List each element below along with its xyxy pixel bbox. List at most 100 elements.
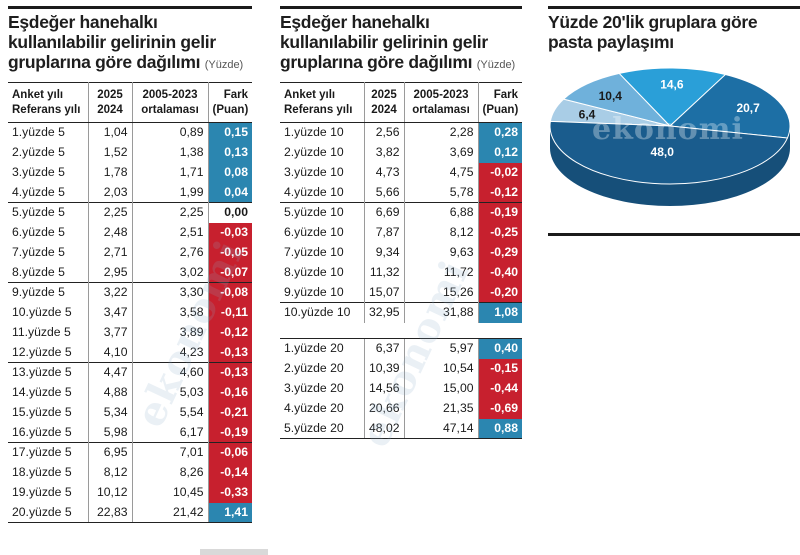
table-row: 16.yüzde 5 5,98 6,17 -0,19 [8, 422, 252, 443]
value-average: 4,60 [131, 362, 208, 383]
value-average: 1,38 [131, 142, 208, 163]
value-average: 1,99 [131, 182, 208, 203]
group-label: 6.yüzde 5 [12, 225, 65, 239]
value-difference: -0,16 [207, 382, 252, 403]
value-average: 5,97 [403, 338, 478, 359]
value-difference: -0,21 [207, 402, 252, 423]
group-label: 3.yüzde 20 [284, 381, 344, 395]
table-row: 10.yüzde 5 3,47 3,58 -0,11 [8, 302, 252, 323]
group-label: 13.yüzde 5 [8, 362, 88, 383]
value-difference: -0,40 [477, 262, 522, 283]
table1-header-row: Anket yılı Referans yılı 2025 2024 2005-20… [8, 82, 252, 123]
pie-slice-label: 6,4 [579, 107, 596, 121]
value-2025: 2,03 [87, 182, 132, 203]
value-average: 47,14 [403, 418, 478, 439]
pie-slice-label: 14,6 [660, 77, 684, 91]
group-label: 11.yüzde 5 [12, 325, 71, 339]
group-label: 8.yüzde 5 [12, 264, 65, 279]
group-label: 10.yüzde 10 [280, 302, 364, 323]
table-row: 4.yüzde 20 20,66 21,35 -0,69 [280, 398, 522, 419]
group-label: 4.yüzde 5 [12, 184, 65, 199]
value-average: 3,89 [131, 322, 208, 343]
group-label: 1.yüzde 5 [12, 125, 65, 140]
value-2025: 6,69 [363, 202, 404, 223]
value-difference: -0,06 [207, 442, 252, 463]
pie-slice [562, 72, 672, 127]
value-average: 2,51 [131, 222, 208, 243]
pie-slice-label: 20,7 [736, 101, 760, 115]
value-average: 21,42 [131, 502, 208, 523]
value-difference: -0,12 [207, 322, 252, 343]
value-average: 3,69 [403, 142, 478, 163]
value-2025: 1,04 [87, 122, 132, 143]
value-2025: 4,73 [363, 162, 404, 183]
table2-top-rule [280, 6, 522, 9]
table1-title-line3: gruplarına göre dağılımı (Yüzde) [8, 52, 244, 72]
value-difference: 0,08 [207, 162, 252, 183]
value-2025: 3,77 [87, 322, 132, 343]
table-row: 3.yüzde 10 4,73 4,75 -0,02 [280, 162, 522, 183]
table2-title-line2: kullanılabilir gelirinin gelir [280, 32, 488, 52]
value-average: 8,26 [131, 462, 208, 483]
table-row: 2.yüzde 10 3,82 3,69 0,12 [280, 142, 522, 163]
group-label: 12.yüzde 5 [12, 344, 72, 359]
group-label: 4.yüzde 20 [284, 401, 344, 415]
table-row: 8.yüzde 10 11,32 11,72 -0,40 [280, 262, 522, 283]
table-row: 6.yüzde 10 7,87 8,12 -0,25 [280, 222, 522, 243]
table1-unit: (Yüzde) [204, 59, 244, 71]
value-2025: 1,52 [87, 142, 132, 163]
header-difference: Fark (Puan) [207, 82, 252, 123]
value-difference: -0,29 [477, 242, 522, 263]
table-row: 7.yüzde 10 9,34 9,63 -0,29 [280, 242, 522, 263]
value-average: 3,02 [131, 262, 208, 283]
value-difference: -0,15 [477, 358, 522, 379]
value-difference: -0,19 [477, 202, 522, 223]
value-average: 9,63 [403, 242, 478, 263]
header-average: 2005-2023 ortalaması [131, 82, 208, 123]
group-label: 16.yüzde 5 [12, 424, 72, 439]
value-difference: 0,12 [477, 142, 522, 163]
value-average: 6,17 [131, 422, 208, 443]
table-row: 11.yüzde 5 3,77 3,89 -0,12 [8, 322, 252, 343]
pie-slice [668, 74, 791, 139]
group-label: 1.yüzde 20 [280, 338, 364, 359]
value-2025: 8,12 [87, 462, 132, 483]
value-average: 0,89 [131, 122, 208, 143]
group-label: 5.yüzde 10 [280, 202, 364, 223]
table-row: 13.yüzde 5 4,47 4,60 -0,13 [8, 362, 252, 383]
pie-chart-container: 6,4 10,4 14,6 20,7 48,0 [548, 60, 800, 240]
group-label: 3.yüzde 5 [12, 165, 65, 179]
value-2025: 2,25 [87, 202, 132, 223]
table-row: 1.yüzde 10 2,56 2,28 0,28 [280, 122, 522, 143]
value-difference: -0,14 [207, 462, 252, 483]
value-2025: 9,34 [363, 242, 404, 263]
group-label: 1.yüzde 10 [284, 125, 344, 140]
table-row: 4.yüzde 10 5,66 5,78 -0,12 [280, 182, 522, 203]
value-2025: 2,48 [87, 222, 132, 243]
value-difference: 0,00 [207, 202, 252, 223]
table-row: 9.yüzde 5 3,22 3,30 -0,08 [8, 282, 252, 303]
value-2025: 14,56 [363, 378, 404, 399]
group-label: 7.yüzde 5 [12, 245, 65, 259]
table2-title-line1: Eşdeğer hanehalkı [280, 12, 430, 32]
table1-title: Eşdeğer hanehalkı kullanılabilir gelirin… [8, 12, 258, 75]
value-difference: 0,28 [477, 122, 522, 143]
value-average: 11,72 [403, 262, 478, 283]
pie-slice-label: 48,0 [651, 145, 675, 159]
group-label: 10.yüzde 5 [12, 305, 72, 319]
table2-title: Eşdeğer hanehalkı kullanılabilir gelirin… [280, 12, 530, 75]
value-difference: -0,12 [477, 182, 522, 203]
group-label: 2.yüzde 10 [284, 145, 344, 159]
table-row: 5.yüzde 20 48,02 47,14 0,88 [280, 418, 522, 439]
value-difference: -0,03 [207, 222, 252, 243]
table-row: 5.yüzde 5 2,25 2,25 0,00 [8, 202, 252, 223]
value-2025: 48,02 [363, 418, 404, 439]
group-label: 14.yüzde 5 [12, 385, 72, 399]
value-difference: 1,08 [477, 302, 522, 323]
value-difference: 0,40 [477, 338, 522, 359]
table-row: 3.yüzde 20 14,56 15,00 -0,44 [280, 378, 522, 399]
value-2025: 10,39 [363, 358, 404, 379]
group-label: 9.yüzde 5 [8, 282, 88, 303]
value-2025: 20,66 [363, 398, 404, 419]
table1-title-line2: kullanılabilir gelirinin gelir [8, 32, 216, 52]
